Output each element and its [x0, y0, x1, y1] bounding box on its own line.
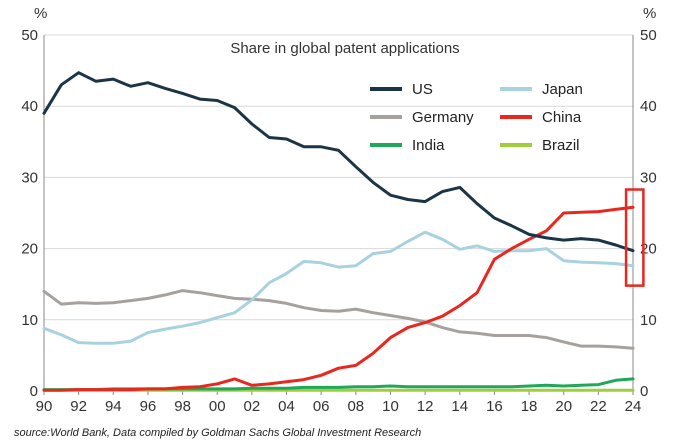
y-tick-right-30: 30: [640, 169, 657, 186]
y-tick-left-40: 40: [21, 98, 38, 115]
series-line-us: [42, 71, 635, 253]
series-line-japan: [42, 230, 635, 345]
x-tick-92: 92: [70, 398, 87, 415]
source-note: source:World Bank, Data compiled by Gold…: [14, 427, 421, 439]
x-tick-18: 18: [521, 398, 538, 415]
chart-title: Share in global patent applications: [230, 40, 459, 57]
legend-label-japan: Japan: [542, 81, 583, 98]
x-tick-14: 14: [451, 398, 468, 415]
legend-label-china: China: [542, 109, 582, 126]
legend-label-brazil: Brazil: [542, 137, 580, 154]
y-tick-right-50: 50: [640, 27, 657, 44]
x-tick-16: 16: [486, 398, 503, 415]
legend: US Japan Germany China India Brazil: [370, 81, 583, 154]
x-tick-90: 90: [36, 398, 53, 415]
y-tick-right-0: 0: [640, 383, 648, 400]
x-tick-00: 00: [209, 398, 226, 415]
x-tick-94: 94: [105, 398, 122, 415]
legend-label-germany: Germany: [412, 109, 474, 126]
highlight-box: [624, 188, 645, 287]
y-tick-left-20: 20: [21, 241, 38, 258]
x-tick-12: 12: [417, 398, 434, 415]
left-unit-label: %: [34, 5, 47, 22]
x-tick-02: 02: [244, 398, 261, 415]
legend-label-india: India: [412, 137, 445, 154]
y-tick-right-40: 40: [640, 98, 657, 115]
x-tick-98: 98: [174, 398, 191, 415]
y-tick-left-10: 10: [21, 312, 38, 329]
series-line-germany: [42, 289, 635, 350]
x-tick-24: 24: [625, 398, 642, 415]
y-tick-right-10: 10: [640, 312, 657, 329]
x-tick-04: 04: [278, 398, 295, 415]
series-line-india: [42, 377, 635, 392]
x-tick-96: 96: [140, 398, 157, 415]
x-tick-22: 22: [590, 398, 607, 415]
x-axis-ticks: 90 92 94 96 98 00 02 04 06 08 10 12 14 16 18 20 22 24: [36, 391, 642, 415]
right-unit-label: %: [643, 5, 656, 22]
x-tick-20: 20: [555, 398, 572, 415]
x-tick-10: 10: [382, 398, 399, 415]
series-line-china: [42, 205, 635, 392]
series-lines: [42, 71, 635, 392]
legend-label-us: US: [412, 81, 433, 98]
y-tick-left-50: 50: [21, 27, 38, 44]
x-tick-08: 08: [347, 398, 364, 415]
y-tick-left-0: 0: [30, 383, 38, 400]
x-tick-06: 06: [313, 398, 330, 415]
y-tick-left-30: 30: [21, 169, 38, 186]
